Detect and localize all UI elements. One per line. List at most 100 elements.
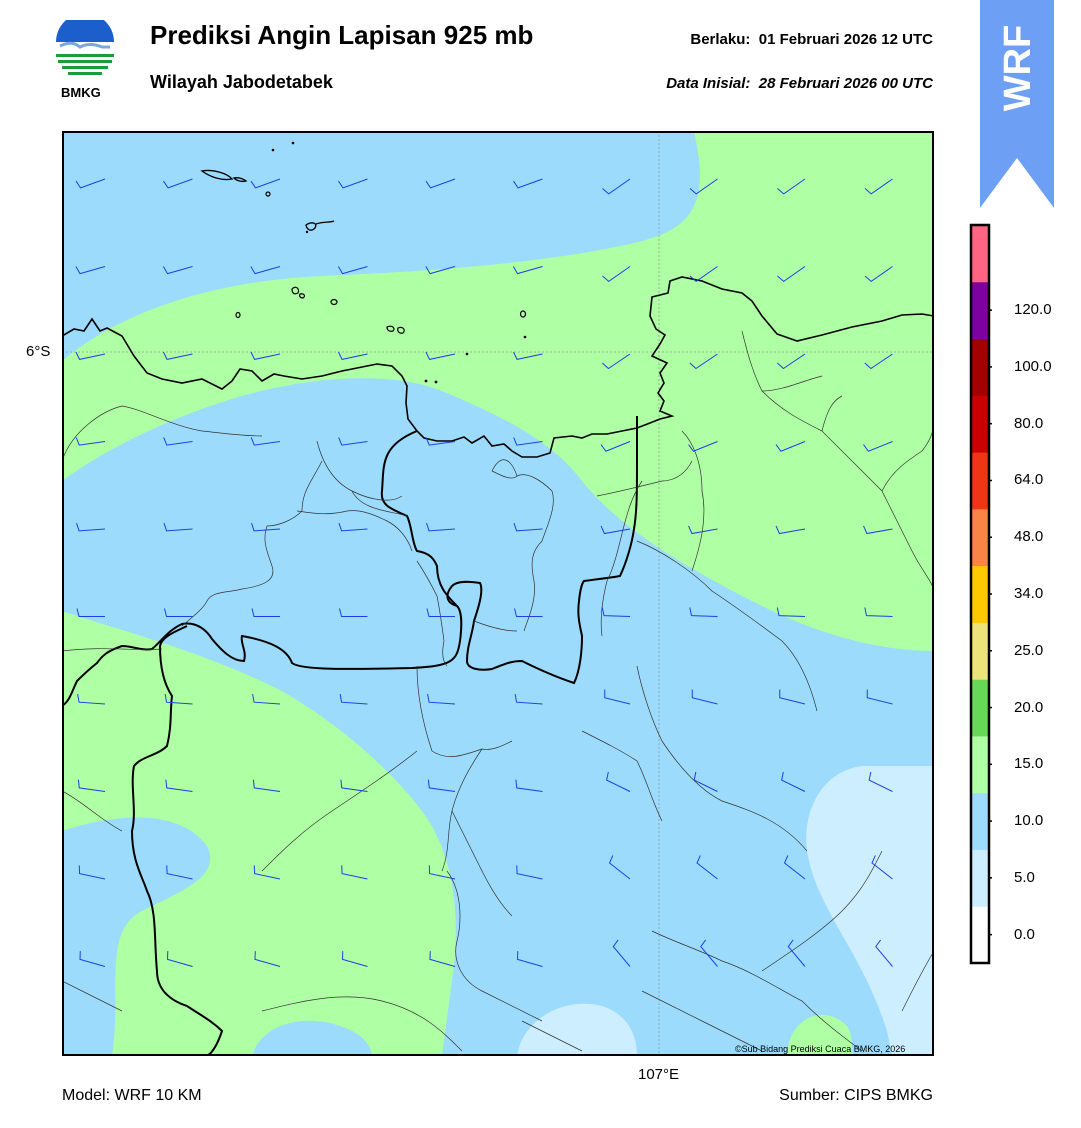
wind-barb xyxy=(601,607,631,617)
wind-barb xyxy=(513,178,543,189)
init-time-line: Data Inisial: 28 Februari 2026 00 UTC xyxy=(666,75,933,92)
colorbar-tick-label: 34.0 xyxy=(1014,585,1044,602)
wind-barb xyxy=(427,779,456,792)
island xyxy=(271,148,275,152)
wind-barb xyxy=(602,178,631,195)
colorbar-bin xyxy=(971,225,989,283)
wind-barb xyxy=(777,178,806,195)
colorbar-tick-label: 120.0 xyxy=(1014,301,1052,319)
wind-barb xyxy=(252,779,281,792)
wind-barb xyxy=(775,525,806,535)
wind-barb xyxy=(251,608,280,617)
map-frame xyxy=(62,131,934,1056)
province-boundary xyxy=(62,430,463,707)
wind-barb xyxy=(77,693,106,705)
wind-barb xyxy=(75,351,106,360)
model-label: Model: WRF 10 KM xyxy=(62,1087,202,1104)
wind-speed-shading-10-15 xyxy=(62,611,456,1056)
colorbar-bin xyxy=(971,906,989,964)
colorbar-bin xyxy=(971,281,989,340)
wind-speed-shading-0-5 xyxy=(517,1003,637,1056)
wind-barb xyxy=(250,437,281,446)
wind-barb xyxy=(166,865,193,880)
island xyxy=(465,352,469,356)
island xyxy=(305,222,317,231)
bmkg-logo-icon xyxy=(56,20,114,75)
wind-barb xyxy=(164,693,193,705)
wind-barb xyxy=(688,441,718,452)
colorbar-bin xyxy=(971,452,989,510)
wind-barb xyxy=(338,178,368,189)
wind-barb xyxy=(875,939,893,967)
wind-barb xyxy=(688,525,718,535)
wrf-badge: WRF xyxy=(980,0,1054,208)
island xyxy=(265,191,271,197)
wind-barb xyxy=(515,779,543,792)
wind-barb xyxy=(600,441,631,452)
wind-barb xyxy=(689,178,718,195)
colorbar-bin xyxy=(971,338,989,396)
wind-barb xyxy=(341,951,368,967)
wind-barb xyxy=(75,178,106,189)
wind-barb xyxy=(250,178,281,189)
wind-barb xyxy=(700,939,718,967)
wind-barb xyxy=(77,779,106,792)
wind-barb xyxy=(776,607,806,617)
wind-barb xyxy=(787,939,806,967)
island xyxy=(235,311,241,319)
wind-barb xyxy=(429,951,456,967)
wind-barb xyxy=(426,608,455,617)
copyright-text: ©Sub Bidang Prediksi Cuaca BMKG, 2026 xyxy=(735,1044,906,1054)
wind-barb xyxy=(776,353,806,370)
district-boundaries xyxy=(62,330,934,1052)
wind-barb xyxy=(513,437,543,446)
wind-barb xyxy=(512,266,543,275)
wind-barb xyxy=(253,865,281,880)
wind-speed-shading-5-10 xyxy=(62,817,211,1056)
wind-barb xyxy=(338,522,368,532)
island xyxy=(291,141,295,145)
island xyxy=(299,293,306,299)
wind-barb xyxy=(425,178,456,189)
wind-barb xyxy=(693,771,718,792)
wind-barb xyxy=(166,951,193,967)
island xyxy=(305,230,309,234)
colorbar-tick-label: 0.0 xyxy=(1014,925,1035,943)
wind-barb xyxy=(163,522,193,532)
colorbar-tick-label: 15.0 xyxy=(1014,755,1044,773)
colorbar-tick-label: 20.0 xyxy=(1014,698,1044,716)
wind-barb xyxy=(864,607,893,617)
wind-barb xyxy=(254,951,281,967)
wind-barb xyxy=(864,353,893,370)
wind-barb xyxy=(691,689,718,705)
colorbar-bin xyxy=(971,849,989,907)
wind-barb xyxy=(783,855,806,880)
island xyxy=(397,326,405,334)
wind-barb xyxy=(251,522,281,532)
island xyxy=(386,325,395,332)
colorbar-tick-label: 64.0 xyxy=(1014,471,1044,489)
wind-barb xyxy=(612,939,631,967)
colorbar-tick-label: 48.0 xyxy=(1014,528,1044,546)
wind-speed-colorbar xyxy=(969,223,992,965)
wind-barb xyxy=(425,351,456,360)
wind-barb xyxy=(775,441,806,452)
wind-barb xyxy=(163,178,193,189)
wind-barb xyxy=(162,351,193,360)
island xyxy=(232,177,248,183)
page-subtitle: Wilayah Jabodetabek xyxy=(150,72,333,92)
wind-barb xyxy=(163,437,193,446)
colorbar-bin xyxy=(971,679,989,737)
wind-barb xyxy=(864,178,893,195)
province-boundary xyxy=(130,625,224,1056)
island xyxy=(424,379,428,383)
wind-barb xyxy=(604,689,631,705)
wind-barb xyxy=(608,855,631,880)
source-label: Sumber: CIPS BMKG xyxy=(779,1087,933,1104)
wind-barb xyxy=(600,525,631,535)
valid-time: 01 Februari 2026 12 UTC xyxy=(758,31,933,48)
colorbar-tick-label: 10.0 xyxy=(1014,812,1044,830)
wrf-badge-label: WRF xyxy=(997,25,1039,112)
init-label: Data Inisial: xyxy=(666,75,751,92)
wind-barb xyxy=(339,608,368,617)
